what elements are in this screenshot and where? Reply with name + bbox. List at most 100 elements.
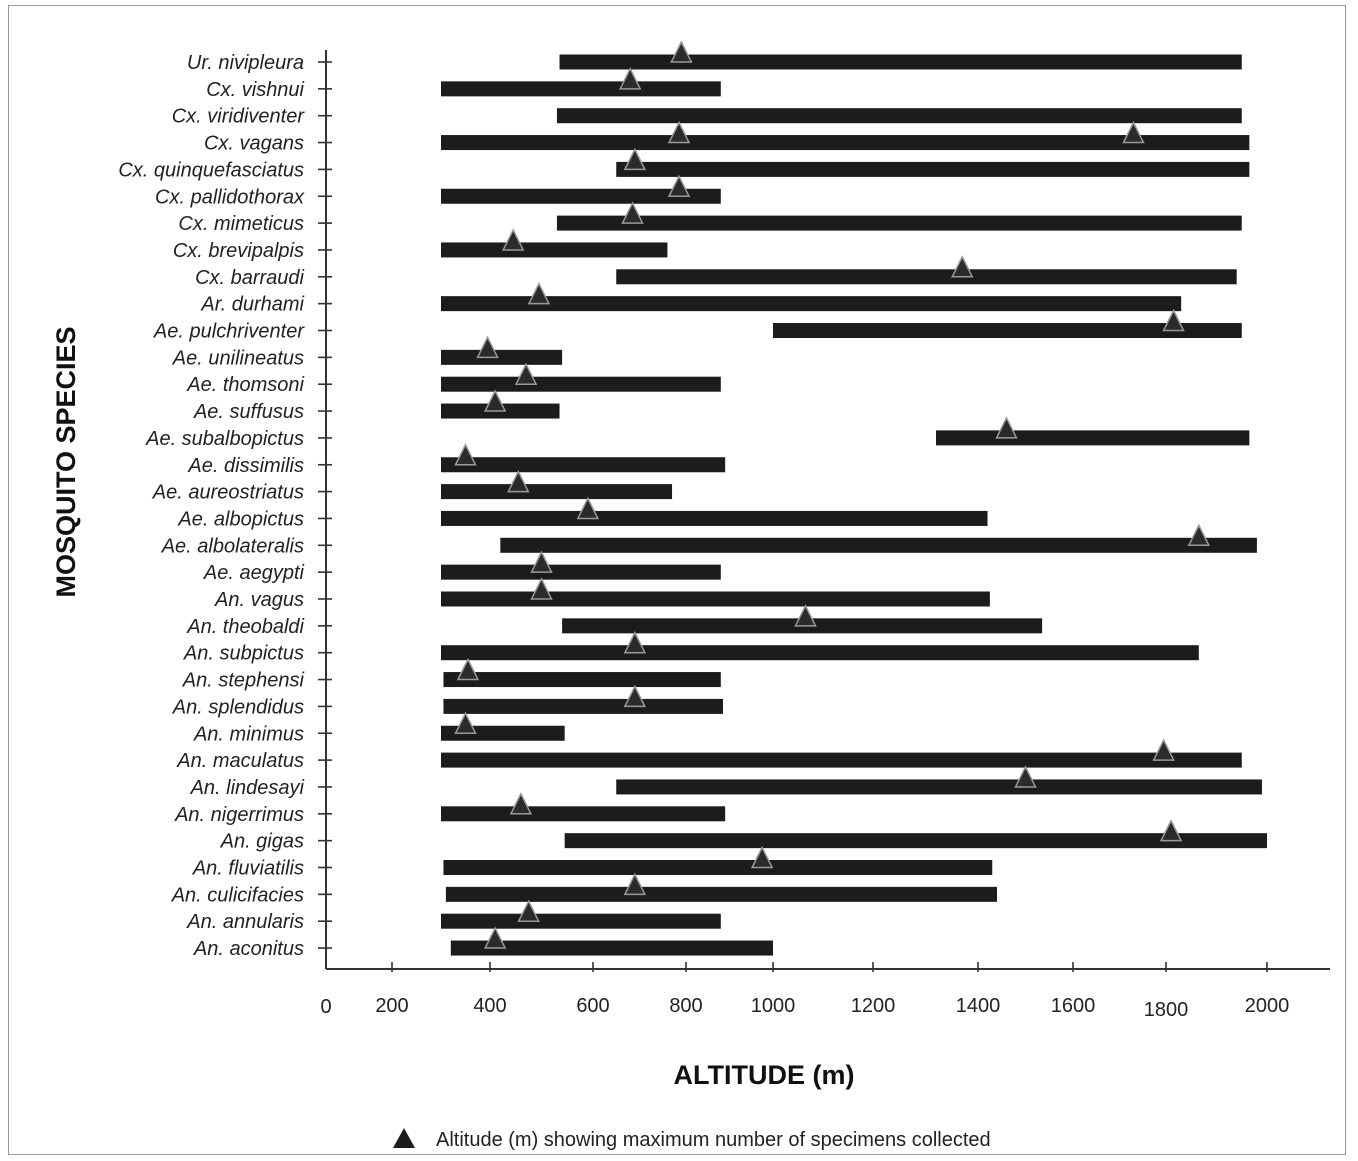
peak-marker-ae-albopictus-0	[576, 496, 600, 520]
range-bar-cx-brevipalpis	[441, 242, 668, 258]
bars-layer	[441, 40, 1267, 956]
x-tick-label-1200: 1200	[851, 995, 896, 1017]
species-label-ae-thomsoni: Ae. thomsoni	[186, 374, 304, 396]
legend: Altitude (m) showing maximum number of s…	[393, 1128, 991, 1151]
range-bar-ae-unilineatus	[441, 349, 563, 365]
species-label-an-lindesayi: An. lindesayi	[190, 777, 305, 799]
species-label-cx-barraudi: Cx. barraudi	[195, 267, 304, 289]
range-bar-an-splendidus	[443, 698, 723, 714]
peak-marker-ae-pulchriventer-0	[1162, 308, 1185, 332]
species-label-ae-aureostriatus: Ae. aureostriatus	[152, 482, 304, 504]
species-label-an-annularis: An. annularis	[186, 911, 304, 933]
species-label-cx-quinquefasciatus: Cx. quinquefasciatus	[118, 159, 304, 181]
range-bar-cx-vagans	[441, 135, 1250, 151]
peak-marker-an-splendidus-0	[623, 684, 647, 708]
peak-marker-an-aconitus-0	[483, 926, 507, 949]
species-label-an-nigerrimus: An. nigerrimus	[174, 804, 304, 826]
range-bar-an-fluviatilis	[443, 860, 993, 875]
species-label-cx-vishnui: Cx. vishnui	[206, 79, 304, 101]
species-label-an-gigas: An. gigas	[220, 831, 304, 853]
species-label-ae-pulchriventer: Ae. pulchriventer	[153, 321, 305, 343]
range-bar-an-culicifacies	[445, 886, 997, 902]
x-tick-label-800: 800	[669, 995, 702, 1017]
species-label-an-splendidus: An. splendidus	[172, 696, 304, 718]
x-tick-label-1400: 1400	[956, 995, 1001, 1017]
peak-marker-an-maculatus-0	[1152, 738, 1175, 761]
peak-marker-ae-unilineatus-0	[476, 335, 499, 359]
range-bar-ae-albopictus	[441, 510, 988, 526]
legend-label: Altitude (m) showing maximum number of s…	[436, 1129, 991, 1151]
range-bar-an-subpictus	[441, 645, 1199, 661]
x-tick-label-0: 0	[320, 996, 331, 1018]
species-label-cx-brevipalpis: Cx. brevipalpis	[173, 240, 304, 262]
peak-marker-an-annularis-0	[517, 899, 540, 922]
peak-marker-ae-thomsoni-0	[514, 362, 538, 385]
peak-marker-an-minimus-0	[454, 711, 477, 734]
species-label-an-maculatus: An. maculatus	[176, 750, 304, 772]
peak-marker-cx-mimeticus-0	[621, 201, 644, 224]
species-label-ae-subalbopictus: Ae. subalbopictus	[145, 428, 304, 450]
peak-marker-cx-vishnui-0	[618, 67, 642, 90]
chart-frame	[8, 5, 1346, 1155]
peak-marker-cx-brevipalpis-0	[501, 228, 525, 251]
peak-marker-an-gigas-0	[1159, 818, 1183, 842]
peak-marker-cx-vagans-1	[1122, 120, 1145, 144]
peak-marker-an-nigerrimus-0	[509, 792, 533, 815]
range-bar-ae-albolateralis	[500, 537, 1257, 553]
species-label-an-vagus: An. vagus	[214, 589, 304, 611]
range-bar-an-maculatus	[441, 752, 1242, 768]
x-tick-label-200: 200	[375, 995, 408, 1017]
x-tick-label-400: 400	[473, 995, 506, 1017]
peak-marker-an-subpictus-0	[623, 631, 647, 654]
range-bar-ae-thomsoni	[441, 376, 721, 392]
peak-marker-ae-aureostriatus-0	[507, 469, 530, 493]
x-tick-label-600: 600	[576, 995, 609, 1017]
labels-layer: Ur. nivipleura Cx. vishnui Cx. viridivente…	[118, 52, 1289, 1021]
peak-marker-ar-durhami-0	[527, 281, 551, 305]
range-bar-cx-pallidothorax	[441, 188, 721, 204]
range-bar-ae-dissimilis	[441, 457, 726, 473]
peak-marker-an-fluviatilis-0	[750, 845, 774, 869]
range-bar-an-gigas	[564, 833, 1267, 849]
species-label-an-stephensi: An. stephensi	[182, 670, 305, 692]
species-label-cx-viridiventer: Cx. viridiventer	[172, 106, 306, 128]
legend-triangle-icon	[393, 1128, 415, 1148]
species-label-ae-albopictus: Ae. albopictus	[177, 508, 304, 530]
species-label-ae-dissimilis: Ae. dissimilis	[187, 455, 304, 477]
range-bar-an-stephensi	[443, 672, 721, 688]
x-tick-label-1000: 1000	[751, 995, 796, 1017]
y-axis-title: MOSQUITO SPECIES	[51, 326, 81, 597]
peak-marker-ae-dissimilis-0	[454, 443, 477, 466]
species-label-ar-durhami: Ar. durhami	[200, 294, 304, 316]
x-tick-label-2000: 2000	[1245, 995, 1290, 1017]
peak-marker-an-culicifacies-0	[623, 872, 647, 896]
peak-marker-ae-suffusus-0	[483, 389, 507, 412]
range-bar-an-nigerrimus	[441, 806, 726, 822]
range-bar-ae-pulchriventer	[773, 323, 1242, 338]
range-bar-ar-durhami	[441, 296, 1182, 312]
range-bar-cx-mimeticus	[556, 215, 1242, 231]
peak-marker-ae-albolateralis-0	[1187, 523, 1211, 547]
species-label-ae-unilineatus: Ae. unilineatus	[172, 347, 304, 369]
species-label-ae-aegypti: Ae. aegypti	[203, 562, 305, 584]
x-tick-label-1600: 1600	[1051, 995, 1096, 1017]
range-bar-an-lindesayi	[616, 779, 1262, 795]
species-label-an-minimus: An. minimus	[193, 723, 304, 745]
species-label-ae-albolateralis: Ae. albolateralis	[161, 535, 304, 557]
peak-marker-ur-nivipleura-0	[670, 40, 693, 63]
range-bar-cx-viridiventer	[556, 108, 1242, 124]
peak-marker-an-lindesayi-0	[1014, 765, 1037, 788]
species-label-cx-vagans: Cx. vagans	[204, 133, 304, 155]
peak-marker-ae-subalbopictus-0	[995, 416, 1018, 439]
peak-marker-cx-pallidothorax-0	[667, 174, 691, 197]
peak-marker-ae-aegypti-0	[530, 550, 553, 573]
peak-marker-an-stephensi-0	[456, 657, 480, 681]
species-label-an-subpictus: An. subpictus	[183, 643, 304, 665]
species-label-an-aconitus: An. aconitus	[193, 938, 304, 960]
range-bar-an-aconitus	[450, 940, 773, 956]
species-label-ae-suffusus: Ae. suffusus	[193, 401, 304, 423]
range-bar-cx-vishnui	[441, 81, 721, 97]
peak-marker-an-vagus-0	[530, 577, 553, 600]
range-bar-cx-quinquefasciatus	[616, 161, 1250, 177]
range-bar-an-vagus	[441, 591, 990, 607]
